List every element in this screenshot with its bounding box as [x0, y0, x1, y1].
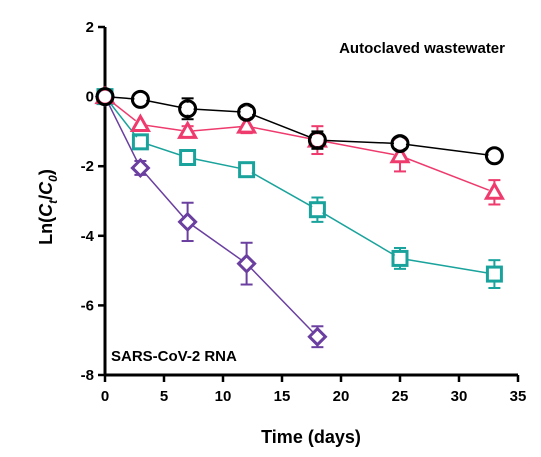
series-line-diamond [104, 96, 318, 338]
y-axis-title: Ln(Ct/C0) [36, 169, 60, 245]
data-point-circle [95, 87, 115, 107]
data-point-circle [390, 134, 410, 154]
y-tick-label: -8 [81, 367, 94, 384]
series-line-triangle [104, 96, 495, 193]
y-title-c0-sub: 0 [46, 175, 60, 182]
data-point-square [131, 133, 149, 151]
marker-backing [488, 268, 501, 281]
marker-backing [240, 163, 253, 176]
data-point-circle [307, 130, 327, 150]
data-point-square [391, 249, 409, 267]
x-tick-label: 30 [451, 388, 468, 405]
y-title-ct-sub: t [46, 199, 60, 204]
x-tick-label: 25 [392, 388, 409, 405]
x-tick-label: 5 [160, 388, 168, 405]
marker-backing [134, 93, 147, 106]
marker-backing [311, 134, 324, 147]
y-tick-label: -2 [81, 158, 94, 175]
marker-backing [134, 135, 147, 148]
data-point-diamond [307, 326, 328, 347]
y-title-ct: C [36, 203, 56, 217]
x-tick-label: 35 [510, 388, 527, 405]
data-point-circle [178, 99, 198, 119]
marker-backing [99, 90, 111, 103]
y-tick-label: 2 [86, 19, 94, 36]
data-point-diamond [236, 253, 257, 274]
data-point-circle [130, 89, 150, 109]
y-title-slash: / [36, 195, 56, 200]
y-title-suffix: ) [36, 169, 56, 175]
y-title-prefix: Ln( [36, 217, 56, 245]
annotation-top-right: Autoclaved wastewater [339, 40, 505, 57]
series-line-circle [104, 95, 495, 157]
data-point-triangle [389, 144, 411, 164]
data-point-circle [237, 102, 257, 122]
data-point-circle [484, 146, 504, 166]
marker-backing [394, 137, 406, 150]
data-point-square [179, 149, 197, 166]
annotation-bottom-left: SARS-CoV-2 RNA [111, 348, 237, 365]
x-tick-label: 15 [274, 388, 291, 405]
marker-backing [394, 252, 406, 265]
marker-backing [181, 102, 194, 115]
y-title-c0: C [36, 181, 56, 195]
data-point-square [485, 265, 503, 283]
data-point-diamond [130, 157, 151, 179]
series-line-square [104, 96, 495, 275]
x-tick-label: 0 [101, 388, 109, 405]
data-point-square [238, 161, 256, 179]
data-point-diamond [177, 211, 198, 233]
y-tick-label: -6 [81, 297, 94, 314]
x-tick-label: 10 [215, 388, 232, 405]
data-point-triangle [129, 113, 151, 132]
marker-backing [488, 149, 501, 162]
data-point-triangle [177, 120, 199, 139]
y-tick-label: 0 [86, 89, 94, 106]
data-point-triangle [483, 181, 505, 200]
marker-backing [181, 151, 194, 164]
marker-backing [311, 203, 324, 216]
data-point-triangle [236, 115, 258, 134]
x-axis-title: Time (days) [261, 427, 361, 447]
marker-backing [240, 106, 253, 119]
y-tick-label: -4 [81, 228, 95, 245]
data-point-square [308, 201, 326, 219]
x-tick-label: 20 [333, 388, 350, 405]
